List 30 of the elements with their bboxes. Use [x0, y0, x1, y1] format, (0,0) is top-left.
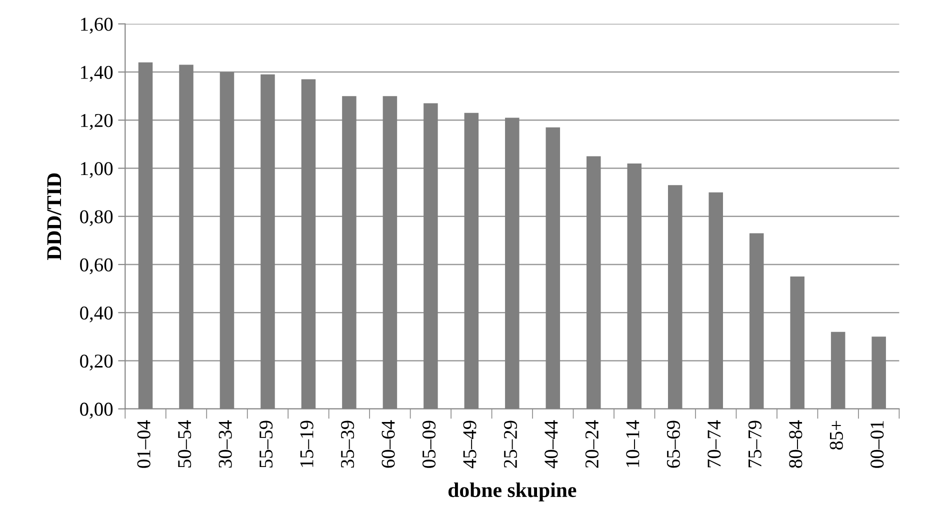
x-tick-label: 45–49 — [463, 420, 476, 468]
x-tick-label: 55–59 — [260, 420, 273, 468]
x-tick-label: 30–34 — [218, 420, 232, 468]
y-tick-label: 1,00 — [81, 162, 113, 178]
x-tick-label: 35–39 — [341, 420, 354, 468]
x-tick-label: 10–14 — [626, 420, 640, 467]
y-tick-label: 0,80 — [80, 210, 113, 226]
x-tick-label: 05–09 — [422, 420, 436, 468]
x-tick-label: 80–84 — [789, 420, 802, 468]
x-axis-title: dobne skupine — [448, 482, 576, 502]
x-tick-label: 85+ — [830, 420, 843, 450]
x-tick-label: 15–19 — [300, 420, 314, 467]
x-tick-label: 25–29 — [504, 420, 518, 468]
x-tick-label: 00–01 — [870, 421, 884, 468]
x-tick-label: 40–44 — [544, 420, 558, 468]
x-tick-label: 65–69 — [666, 420, 680, 468]
y-tick-label: 1,60 — [81, 18, 113, 34]
x-tick-label: 01–04 — [137, 420, 150, 468]
y-tick-label: 1,40 — [81, 66, 113, 82]
x-tick-label: 50–54 — [178, 420, 192, 468]
x-tick-label: 75–79 — [748, 420, 762, 468]
y-tick-label: 1,20 — [81, 114, 113, 130]
x-tick-label: 60–64 — [382, 420, 395, 468]
x-tick-label: 70–74 — [708, 420, 721, 468]
y-tick-label: 0,00 — [80, 402, 113, 419]
x-tick-label: 20–24 — [585, 420, 599, 468]
y-tick-label: 0,60 — [80, 258, 113, 274]
y-tick-label: 0,20 — [80, 354, 113, 370]
y-tick-label: 0,40 — [80, 306, 113, 322]
y-axis-title: DDD/TID — [47, 173, 62, 260]
